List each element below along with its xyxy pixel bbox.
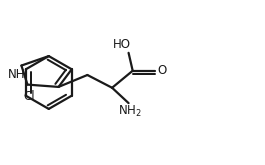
- Text: Cl: Cl: [24, 90, 36, 103]
- Text: NH: NH: [8, 68, 25, 81]
- Text: NH$_2$: NH$_2$: [118, 104, 142, 119]
- Text: HO: HO: [113, 38, 131, 51]
- Text: O: O: [157, 64, 166, 77]
